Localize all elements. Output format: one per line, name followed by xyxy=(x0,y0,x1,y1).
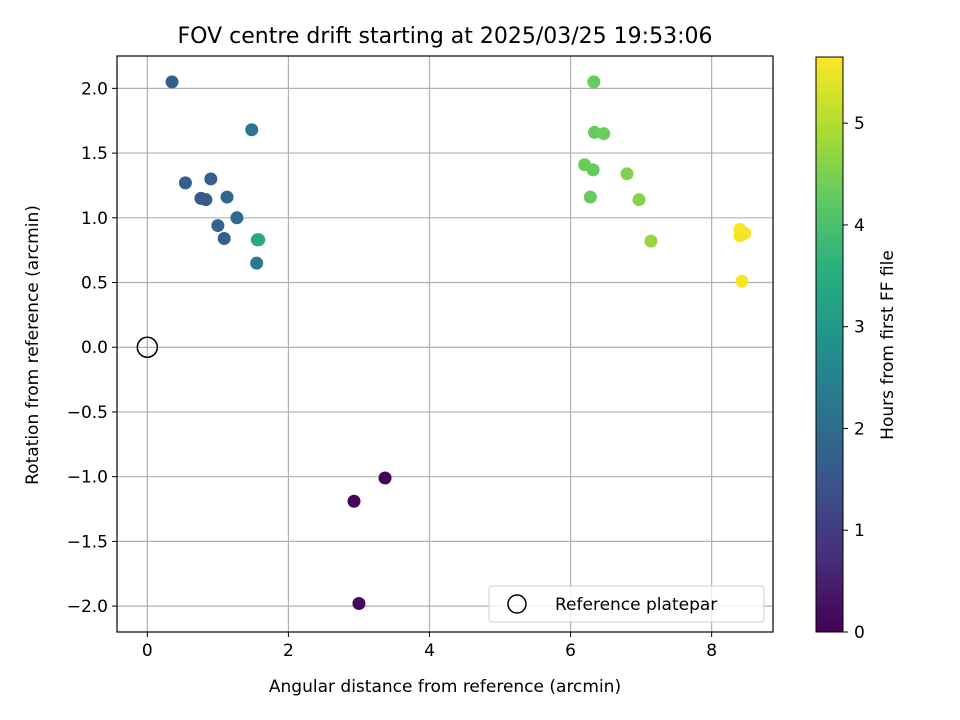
x-tick-label: 0 xyxy=(142,641,153,661)
data-point xyxy=(211,219,225,233)
data-points xyxy=(165,75,752,611)
x-tick-label: 8 xyxy=(706,641,717,661)
legend-box xyxy=(488,585,765,623)
data-point xyxy=(347,494,361,508)
x-axis-label: Angular distance from reference (arcmin) xyxy=(269,677,621,697)
colorbar-ticks: 0 1 2 3 4 5 xyxy=(843,114,865,643)
data-point xyxy=(245,123,259,137)
y-axis-label: Rotation from reference (arcmin) xyxy=(23,205,43,485)
data-point xyxy=(250,256,264,270)
data-point xyxy=(644,234,658,248)
data-point xyxy=(735,274,749,288)
chart-title: FOV centre drift starting at 2025/03/25 … xyxy=(178,24,713,49)
colorbar-tick-label: 4 xyxy=(854,216,865,236)
x-tick-label: 6 xyxy=(565,641,576,661)
y-axis-ticks: 2.0 1.5 1.0 0.5 0.0 −0.5 −1.0 −1.5 −2.0 xyxy=(67,79,117,617)
y-tick-label: 1.0 xyxy=(81,209,108,229)
colorbar-gradient xyxy=(815,56,844,633)
colorbar-tick-label: 5 xyxy=(854,114,865,134)
y-tick-label: −0.5 xyxy=(67,403,108,423)
data-point xyxy=(217,232,231,246)
data-point xyxy=(204,172,218,186)
data-point xyxy=(165,75,179,89)
reference-point-layer xyxy=(136,336,159,358)
data-point xyxy=(199,193,213,207)
legend: Reference platepar xyxy=(488,585,765,623)
data-point xyxy=(632,193,646,207)
y-tick-label: −2.0 xyxy=(67,597,108,617)
data-point xyxy=(220,190,234,204)
y-tick-label: 0.5 xyxy=(81,274,108,294)
y-tick-label: 2.0 xyxy=(81,79,108,99)
x-axis-ticks: 0 2 4 6 8 xyxy=(142,632,717,661)
colorbar-tick-label: 1 xyxy=(854,521,865,541)
data-point xyxy=(378,471,392,485)
data-point xyxy=(352,597,366,611)
grid xyxy=(117,56,773,632)
y-tick-label: −1.5 xyxy=(67,532,108,552)
colorbar-label: Hours from first FF file xyxy=(878,250,898,440)
data-point xyxy=(586,163,600,177)
colorbar-tick-label: 2 xyxy=(854,419,865,439)
data-point xyxy=(230,211,244,225)
x-tick-label: 4 xyxy=(424,641,435,661)
y-tick-label: 0.0 xyxy=(81,338,108,358)
colorbar-tick-label: 0 xyxy=(854,623,865,643)
data-point xyxy=(738,226,752,240)
data-point xyxy=(583,190,597,204)
colorbar-tick-label: 3 xyxy=(854,318,865,338)
data-point xyxy=(587,75,601,89)
data-point xyxy=(597,127,611,141)
colorbar: 0 1 2 3 4 5 Hours from first FF file xyxy=(815,56,898,643)
x-tick-label: 2 xyxy=(283,641,294,661)
plot-area-frame xyxy=(116,55,774,633)
data-point xyxy=(252,233,266,247)
data-point xyxy=(178,176,192,190)
y-tick-label: 1.5 xyxy=(81,144,108,164)
legend-label: Reference platepar xyxy=(555,595,717,615)
y-tick-label: −1.0 xyxy=(67,468,108,488)
legend-marker xyxy=(507,594,527,614)
data-point xyxy=(620,167,634,181)
reference-point-marker xyxy=(136,336,159,358)
